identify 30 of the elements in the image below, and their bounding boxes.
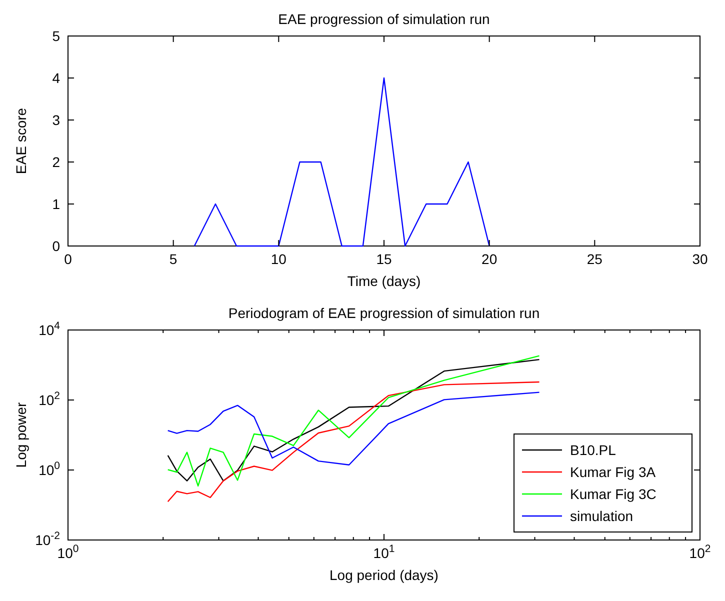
x-tick-label: 30 [692, 251, 708, 267]
legend-label: simulation [570, 508, 634, 524]
y-tick-label: 1 [52, 196, 60, 212]
x-tick-label: 5 [169, 251, 178, 267]
x-tick-label: 15 [376, 251, 392, 267]
legend-label: Kumar Fig 3A [570, 464, 656, 480]
y-tick-label: 2 [52, 154, 60, 170]
x-tick-label: 20 [482, 251, 498, 267]
y-tick-label: 0 [52, 238, 60, 254]
x-axis-title: Log period (days) [330, 567, 438, 583]
y-tick-label: 10$^{2}$ [38, 390, 60, 408]
x-tick-label: 10$^{1}$ [373, 543, 395, 561]
line-series [194, 77, 490, 247]
x-tick-label: 25 [586, 251, 603, 267]
x-tick-label: 10 [270, 251, 287, 267]
y-axis-title: EAE score [13, 108, 29, 174]
x-tick-label: 10$^{2}$ [689, 543, 711, 561]
x-tick-label: 0 [64, 251, 72, 267]
y-tick-label: 3 [52, 112, 60, 128]
x-axis-title: Time (days) [347, 273, 421, 289]
y-tick-label: 10$^{0}$ [38, 460, 60, 478]
y-tick-label: 10$^{4}$ [38, 320, 60, 338]
y-tick-label: 10$^{-2}$ [35, 530, 60, 548]
chart-title: EAE progression of simulation run [278, 11, 490, 27]
legend-label: B10.PL [570, 442, 616, 458]
legend-label: Kumar Fig 3C [570, 486, 656, 502]
chart-title: Periodogram of EAE progression of simulation run [228, 305, 540, 321]
y-tick-label: 5 [52, 28, 60, 44]
y-axis-title: Log power [13, 402, 29, 468]
y-tick-label: 4 [52, 70, 60, 86]
